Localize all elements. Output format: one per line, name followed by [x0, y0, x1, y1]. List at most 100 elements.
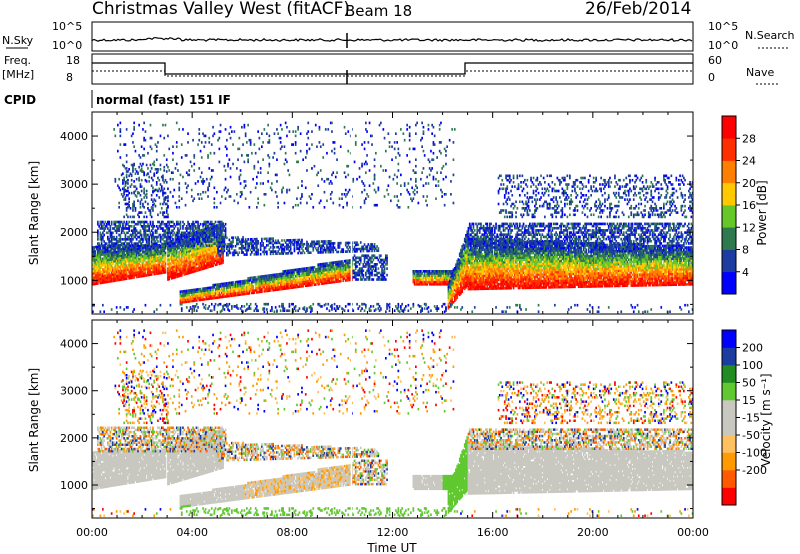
power-cell	[213, 242, 216, 245]
power-cell	[326, 248, 328, 252]
power-cell	[134, 247, 137, 251]
power-cell	[118, 186, 120, 190]
power-cell	[354, 247, 357, 251]
power-cell	[336, 265, 338, 268]
power-cell	[438, 149, 441, 153]
power-cell	[329, 242, 332, 245]
power-cell	[208, 256, 211, 260]
power-cell	[243, 281, 246, 285]
power-cell	[172, 177, 174, 181]
power-cell	[212, 255, 214, 259]
power-cell	[286, 247, 288, 251]
power-cell	[209, 245, 212, 249]
power-cell	[261, 145, 263, 148]
power-cell	[336, 158, 338, 161]
power-cell	[329, 279, 332, 282]
power-cell	[170, 229, 173, 232]
power-cell	[213, 294, 216, 298]
power-cell	[199, 233, 202, 237]
power-cell	[192, 255, 194, 258]
power-cell	[132, 252, 134, 256]
power-cell	[177, 227, 179, 230]
power-cell	[223, 282, 226, 285]
power-cell	[183, 289, 186, 293]
power-cell	[164, 268, 167, 272]
power-cell	[165, 181, 168, 184]
power-cell	[152, 225, 154, 228]
power-cell	[317, 263, 320, 266]
power-cell	[209, 260, 212, 264]
power-cell	[216, 229, 218, 232]
power-cell	[128, 253, 130, 256]
power-cell	[324, 242, 327, 245]
power-cell	[164, 264, 167, 268]
power-cell	[184, 231, 187, 235]
power-cell	[115, 279, 118, 282]
power-cell	[353, 250, 356, 253]
power-cell	[184, 294, 187, 297]
power-cell	[163, 154, 166, 157]
power-cell	[286, 243, 288, 246]
power-cell	[122, 238, 124, 241]
power-cell	[187, 248, 189, 251]
power-cell	[420, 138, 422, 142]
power-cell	[362, 273, 365, 277]
power-cell	[226, 290, 228, 294]
power-cell	[291, 273, 293, 276]
power-cell	[283, 285, 286, 288]
power-cell	[150, 262, 153, 265]
power-cell	[288, 280, 291, 283]
power-cell	[125, 277, 128, 280]
power-cell	[185, 250, 188, 254]
power-cell	[333, 280, 336, 284]
power-cell	[328, 248, 331, 252]
power-cell	[200, 267, 203, 271]
power-cell	[192, 299, 194, 303]
power-cell	[238, 280, 241, 283]
power-cell	[264, 281, 267, 284]
power-cell	[367, 271, 370, 275]
power-cell	[164, 262, 167, 265]
power-cell	[203, 254, 206, 257]
power-cell	[318, 125, 321, 129]
power-cell	[359, 249, 362, 253]
power-cell	[296, 279, 298, 282]
power-cell	[432, 141, 435, 144]
power-cell	[232, 294, 234, 297]
power-cell	[199, 268, 202, 271]
power-cell	[173, 269, 176, 273]
power-cell	[139, 183, 142, 186]
power-cell	[133, 225, 135, 228]
power-cell	[298, 274, 301, 278]
power-cell	[243, 246, 246, 250]
power-cell	[316, 267, 318, 271]
power-cell	[197, 266, 199, 270]
power-cell	[164, 222, 167, 226]
power-cell	[172, 265, 174, 269]
power-cell	[268, 241, 271, 245]
power-cell	[105, 254, 108, 258]
power-cell	[122, 278, 124, 281]
power-cell	[160, 222, 163, 226]
power-cell	[279, 141, 282, 144]
power-cell	[199, 222, 202, 226]
power-cell	[284, 280, 287, 284]
power-cell	[149, 251, 152, 255]
power-cell	[127, 249, 129, 252]
power-cell	[267, 287, 269, 290]
power-cell	[200, 235, 203, 238]
power-cell	[411, 186, 413, 190]
power-cell	[271, 182, 273, 185]
power-cell	[231, 245, 233, 248]
power-cell	[293, 286, 296, 289]
power-cell	[198, 236, 201, 239]
power-cell	[208, 254, 211, 258]
power-cell	[107, 278, 109, 281]
power-cell	[165, 242, 168, 245]
power-cell	[142, 204, 144, 208]
power-cell	[150, 253, 153, 257]
power-cell	[157, 252, 159, 256]
power-cell	[231, 242, 233, 246]
power-cell	[147, 252, 149, 255]
power-cell	[133, 267, 135, 271]
